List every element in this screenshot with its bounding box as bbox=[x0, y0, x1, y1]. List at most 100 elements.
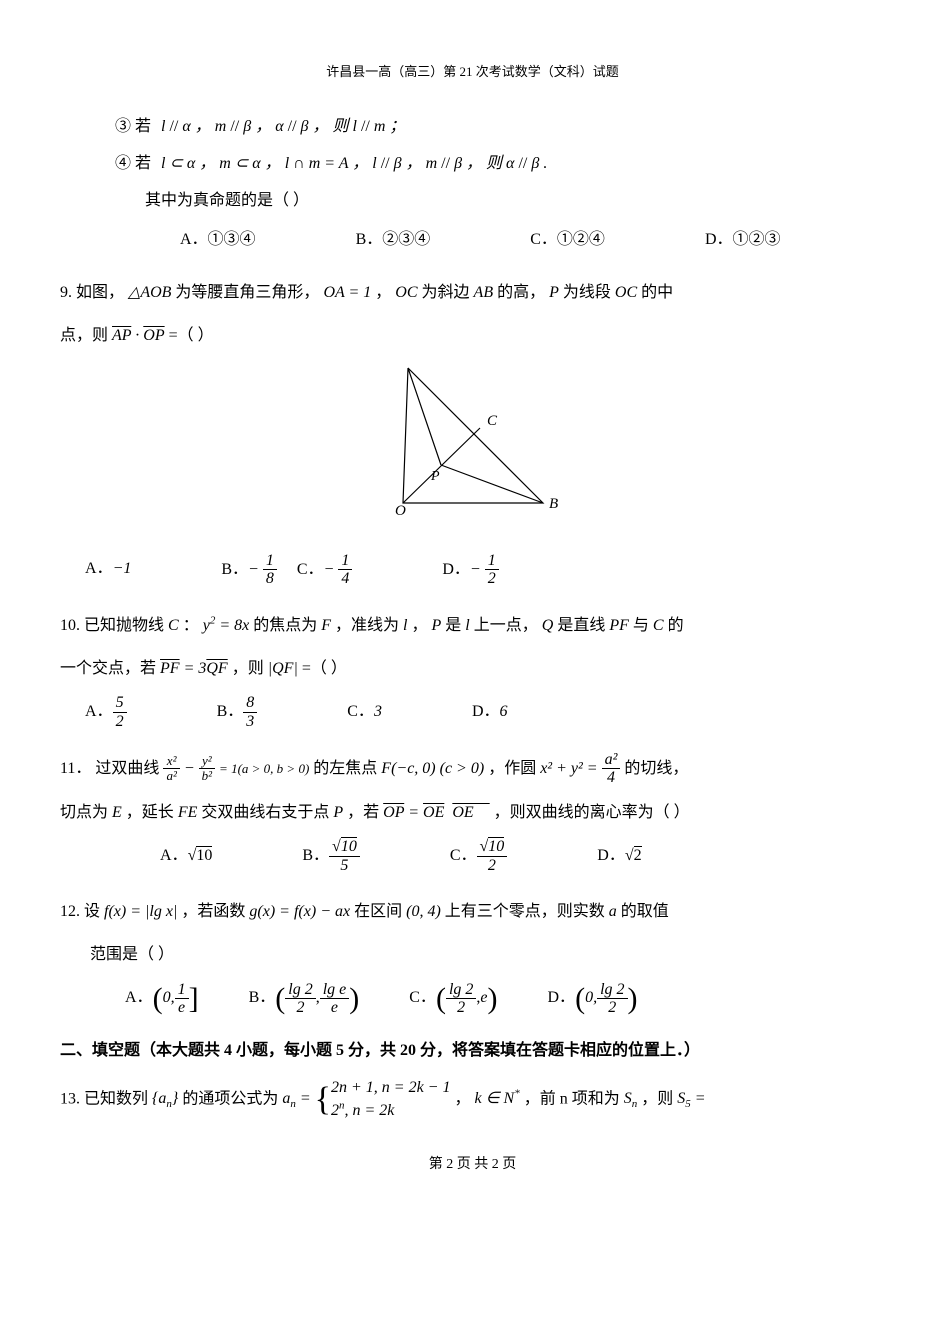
q12-line2: 范围是（ ） bbox=[90, 937, 885, 972]
q12-num: 12. bbox=[60, 903, 80, 920]
q9-t5: 的高， bbox=[497, 284, 545, 301]
q11-num: 11． bbox=[60, 760, 91, 777]
q11-t1: 过双曲线 bbox=[95, 760, 159, 777]
q10-options: A．52 B．83 C．3 D．6 bbox=[85, 694, 885, 730]
q8-optB: B．②③④ bbox=[356, 226, 431, 255]
q12-t5: 的取值 bbox=[621, 903, 669, 920]
q9-tri: △AOB bbox=[128, 284, 171, 301]
q9-optB: B．− 18 bbox=[221, 552, 276, 588]
question-8-partial: ③ 若 l // α ， m // β ， α // β ， 则 l // m … bbox=[60, 113, 885, 254]
q12-t4: 上有三个零点，则实数 bbox=[445, 903, 605, 920]
q10-l2c: =（ ） bbox=[302, 660, 347, 677]
q11-optD: D．√2 bbox=[597, 842, 641, 871]
diagram-label-C: C bbox=[487, 413, 498, 429]
q11-optB: B．√105 bbox=[302, 838, 359, 874]
q13-num: 13. bbox=[60, 1090, 80, 1107]
q11-e: E bbox=[112, 804, 122, 821]
q11-t8: ，若 bbox=[347, 804, 379, 821]
q12-options: A． ( 0, 1e ] B． ( lg 22 , lg ee ) C． ( l… bbox=[125, 981, 885, 1017]
q10-l2b: ，则 bbox=[232, 660, 264, 677]
diagram-label-A: A bbox=[402, 363, 413, 367]
q9-t4: 为斜边 bbox=[422, 284, 470, 301]
diagram-label-B: B bbox=[549, 496, 558, 512]
q9-oa: OA = 1 bbox=[323, 284, 371, 301]
q12-optC: C． ( lg 22 , e ) bbox=[409, 981, 497, 1017]
q9-t7: 的中 bbox=[641, 284, 673, 301]
q12-a: a bbox=[609, 903, 617, 920]
q10-c: C bbox=[168, 617, 179, 634]
q12-optB: B． ( lg 22 , lg ee ) bbox=[249, 981, 360, 1017]
q10-l2: l bbox=[465, 617, 469, 634]
q11-t7: 交双曲线右支于点 bbox=[201, 804, 329, 821]
q12-optA: A． ( 0, 1e ] bbox=[125, 981, 199, 1017]
stmt4-prefix: ④ 若 bbox=[115, 155, 155, 172]
q12-optD: D． ( 0, lg 22 ) bbox=[548, 981, 638, 1017]
q9-num: 9. bbox=[60, 284, 72, 301]
question-11: 11． 过双曲线 x²a² − y²b² = 1(a > 0, b > 0) 的… bbox=[60, 751, 885, 875]
stmt3-prefix: ③ 若 bbox=[115, 118, 155, 135]
q9-ab: AB bbox=[474, 284, 494, 301]
q9-options: A．−1 B．− 18 C．− 14 D．− 12 bbox=[85, 552, 885, 588]
q10-f: F bbox=[321, 617, 331, 634]
statement-4: ④ 若 l ⊂ α ， m ⊂ α ， l ∩ m = A ， l // β ，… bbox=[115, 150, 885, 179]
q10-l2a: 一个交点，若 bbox=[60, 660, 156, 677]
q11-t5: 切点为 bbox=[60, 804, 108, 821]
q13-t3: ， bbox=[454, 1090, 470, 1107]
q11-t9: ，则双曲线的离心率为（ ） bbox=[494, 804, 690, 821]
q10-colon: ： bbox=[183, 617, 199, 634]
question-13: 13. 已知数列 {an} 的通项公式为 an = { 2n + 1, n = … bbox=[60, 1078, 885, 1122]
q10-t7: 是直线 bbox=[557, 617, 605, 634]
q11-t2: 的左焦点 bbox=[313, 760, 377, 777]
q9-oc2: OC bbox=[615, 284, 637, 301]
q9-oc: OC bbox=[395, 284, 417, 301]
q9-optA: A．−1 bbox=[85, 555, 131, 584]
q11-t4: 的切线， bbox=[624, 760, 688, 777]
q10-t2: 的焦点为 bbox=[253, 617, 317, 634]
q9-optC: C．− 14 bbox=[297, 552, 352, 588]
q11-p: P bbox=[333, 804, 343, 821]
q10-optB: B．83 bbox=[217, 694, 258, 730]
q11-circle-lhs: x² + y² = bbox=[540, 760, 597, 777]
q10-p: P bbox=[432, 617, 442, 634]
q13-t1: 已知数列 bbox=[84, 1090, 148, 1107]
question-12: 12. 设 f(x) = |lg x| ，若函数 g(x) = f(x) − a… bbox=[60, 894, 885, 1017]
q11-optA: A．√10 bbox=[160, 842, 212, 871]
q9-optD: D．− 12 bbox=[442, 552, 498, 588]
page-header-title: 许昌县一高（高三）第 21 次考试数学（文科）试题 bbox=[60, 60, 885, 83]
diagram-label-O: O bbox=[395, 503, 406, 519]
q9-l2b: =（ ） bbox=[169, 327, 214, 344]
diagram-label-P: P bbox=[430, 469, 440, 484]
q10-t3: ，准线为 bbox=[335, 617, 399, 634]
q9-t6: 为线段 bbox=[563, 284, 611, 301]
q10-t5: 是 bbox=[445, 617, 461, 634]
q10-optC: C．3 bbox=[347, 698, 382, 727]
section-2-heading: 二、填空题（本大题共 4 小题，每小题 5 分，共 20 分，将答案填在答题卡相… bbox=[60, 1037, 885, 1066]
q8-optD: D．①②③ bbox=[705, 226, 781, 255]
q9-l2a: 点，则 bbox=[60, 327, 108, 344]
q13-piecewise: { 2n + 1, n = 2k − 1 2n, n = 2k bbox=[315, 1078, 451, 1122]
q12-t1: 设 bbox=[84, 903, 100, 920]
q10-t9: 的 bbox=[668, 617, 684, 634]
q10-num: 10. bbox=[60, 617, 80, 634]
question-10: 10. 已知抛物线 C ： y2 = 8x 的焦点为 F ，准线为 l ， P … bbox=[60, 608, 885, 731]
page-footer: 第 2 页 共 2 页 bbox=[60, 1152, 885, 1177]
q10-t1: 已知抛物线 bbox=[84, 617, 164, 634]
q11-optC: C．√102 bbox=[450, 838, 507, 874]
q10-t4: ， bbox=[411, 617, 427, 634]
q13-t4: ，前 n 项和为 bbox=[524, 1090, 620, 1107]
q12-interval: (0, 4) bbox=[406, 903, 441, 920]
q10-t8: 与 bbox=[633, 617, 649, 634]
q13-t5: ，则 bbox=[641, 1090, 673, 1107]
q10-l: l bbox=[403, 617, 407, 634]
q8-prompt: 其中为真命题的是（ ） bbox=[145, 187, 885, 216]
q8-options: A．①③④ B．②③④ C．①②④ D．①②③ bbox=[180, 226, 885, 255]
q11-t3: ，作圆 bbox=[488, 760, 536, 777]
q12-t3: 在区间 bbox=[354, 903, 402, 920]
q9-diagram: A O B C P bbox=[60, 363, 885, 534]
q10-optA: A．52 bbox=[85, 694, 127, 730]
q10-optD: D．6 bbox=[472, 698, 508, 727]
q9-t3: ， bbox=[375, 284, 391, 301]
q10-c2: C bbox=[653, 617, 664, 634]
q8-optC: C．①②④ bbox=[530, 226, 605, 255]
q11-t6: ，延长 bbox=[126, 804, 174, 821]
